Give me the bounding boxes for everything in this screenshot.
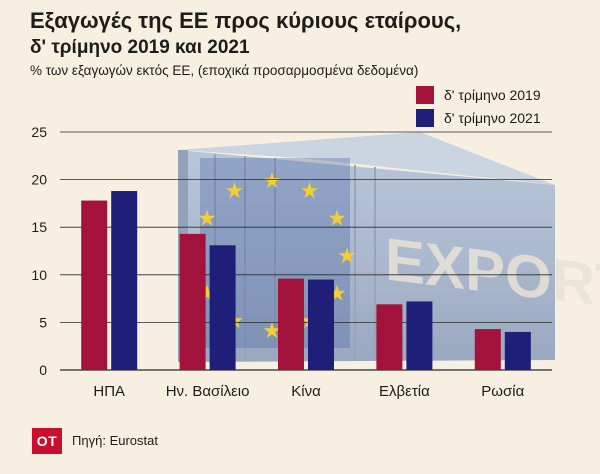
x-tick-label: Ην. Βασίλειο	[166, 383, 250, 400]
chart-title: Εξαγωγές της ΕΕ προς κύριους εταίρους,	[30, 8, 462, 33]
y-tick-label: 25	[31, 124, 47, 140]
eu-star: ★	[262, 318, 282, 343]
bar-2021	[406, 301, 433, 370]
x-tick-label: ΗΠΑ	[93, 383, 125, 400]
y-tick-labels: 0 5 10 15 20 25	[31, 124, 47, 378]
legend-label-2021: δ' τρίμηνο 2021	[444, 110, 541, 126]
y-tick-label: 10	[31, 267, 47, 283]
eu-star: ★	[197, 206, 217, 231]
y-tick-label: 0	[39, 362, 47, 378]
bar-2019	[81, 200, 108, 370]
legend-swatch-2021	[416, 109, 434, 127]
bar-2019	[376, 304, 403, 370]
eu-star: ★	[225, 178, 245, 203]
bar-2019	[278, 278, 304, 370]
y-tick-label: 20	[31, 172, 47, 188]
gridlines	[60, 131, 552, 371]
bar-2021	[308, 279, 334, 370]
x-tick-labels: ΗΠΑ Ην. Βασίλειο Κίνα Ελβετία Ρωσία	[93, 383, 524, 400]
brand-logo: OT	[32, 428, 62, 454]
legend-swatch-2019	[416, 86, 434, 104]
y-tick-label: 5	[39, 314, 47, 330]
eu-star: ★	[262, 168, 282, 193]
y-axis-label: % των εξαγωγών εκτός ΕΕ, (εποχικά προσαρ…	[30, 63, 419, 78]
chart-subtitle: δ' τρίμηνο 2019 και 2021	[30, 37, 250, 58]
y-tick-label: 15	[31, 219, 47, 235]
bar-2019	[474, 329, 501, 370]
bars	[81, 191, 531, 370]
bar-2021	[111, 191, 138, 370]
x-tick-label: Ρωσία	[481, 383, 524, 400]
bar-2019	[179, 233, 206, 370]
legend-item-2019: δ' τρίμηνο 2019	[416, 86, 541, 104]
source-note: Πηγή: Eurostat	[72, 433, 158, 448]
x-tick-label: Κίνα	[291, 383, 321, 400]
bar-2021	[504, 331, 531, 370]
container-body	[178, 150, 555, 362]
container-top	[178, 132, 555, 185]
eu-star: ★	[337, 243, 357, 268]
eu-star: ★	[300, 178, 320, 203]
legend-label-2019: δ' τρίμηνο 2019	[444, 87, 541, 103]
eu-star: ★	[327, 206, 347, 231]
legend-item-2021: δ' τρίμηνο 2021	[416, 109, 541, 127]
bar-2021	[209, 245, 236, 370]
x-tick-label: Ελβετία	[379, 383, 430, 400]
